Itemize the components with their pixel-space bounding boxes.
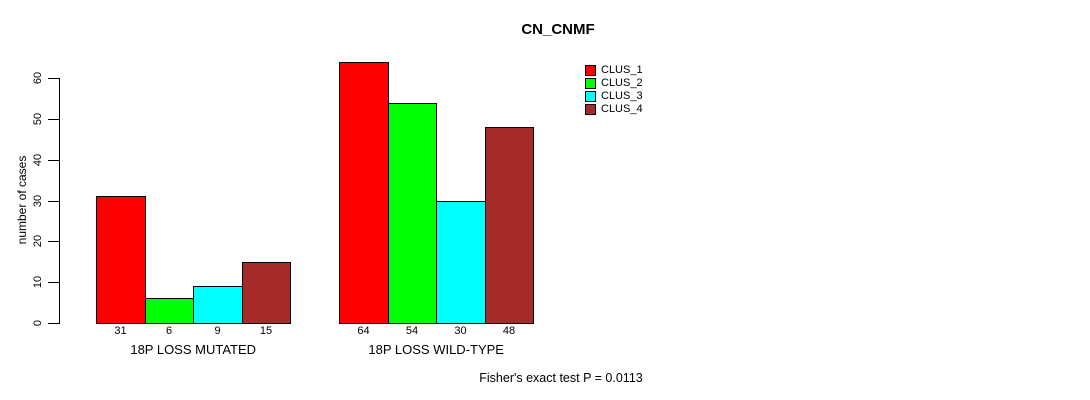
x-group-label: 18P LOSS MUTATED [130,342,257,357]
bar-value-label: 30 [454,325,467,337]
bar-clus_4-group1 [242,262,291,324]
bar-clus_4-group2 [485,127,534,324]
bar-clus_2-group2 [388,103,437,324]
legend-swatch-clus_4 [585,104,596,115]
y-tick [48,201,59,202]
y-tick [48,241,59,242]
bar-clus_1-group1 [96,196,146,324]
y-tick [48,160,59,161]
y-tick-label: 10 [32,275,44,289]
y-axis-label: number of cases [15,155,29,245]
y-tick-label: 30 [32,194,44,208]
bar-value-label: 31 [114,325,127,337]
legend-item: CLUS_3 [585,90,643,103]
legend-swatch-clus_3 [585,91,596,102]
y-tick-label: 50 [32,112,44,126]
chart-title: CN_CNMF [521,21,595,38]
legend-label: CLUS_2 [601,77,643,89]
legend-swatch-clus_1 [585,65,596,76]
bar-clus_1-group2 [339,62,389,324]
legend-item: CLUS_4 [585,103,643,116]
bar-value-label: 9 [214,325,221,337]
x-group-label: 18P LOSS WILD-TYPE [368,342,504,357]
legend-item: CLUS_2 [585,77,643,90]
legend-label: CLUS_1 [601,64,643,76]
bar-clus_2-group1 [145,298,194,324]
bar-value-label: 15 [259,325,273,337]
bar-value-label: 64 [357,325,370,337]
y-tick [48,323,59,324]
bar-value-label: 6 [165,325,173,337]
legend-label: CLUS_4 [601,103,643,115]
y-tick-label: 20 [32,234,44,248]
legend-swatch-clus_2 [585,78,596,89]
bar-value-label: 54 [405,325,419,337]
y-tick-label: 40 [32,153,44,167]
legend-label: CLUS_3 [601,90,643,102]
y-tick-label: 0 [32,319,44,327]
fisher-annotation: Fisher's exact test P = 0.0113 [479,371,643,385]
legend: CLUS_1 CLUS_2 CLUS_3 CLUS_4 [585,64,643,116]
y-tick-label: 60 [32,71,44,85]
legend-item: CLUS_1 [585,64,643,77]
bar-clus_3-group2 [436,201,486,324]
y-tick [48,119,59,120]
bar-clus_3-group1 [193,286,243,324]
y-tick [48,282,59,283]
bar-value-label: 48 [502,325,516,337]
y-tick [48,78,59,79]
y-axis-line [59,78,60,324]
